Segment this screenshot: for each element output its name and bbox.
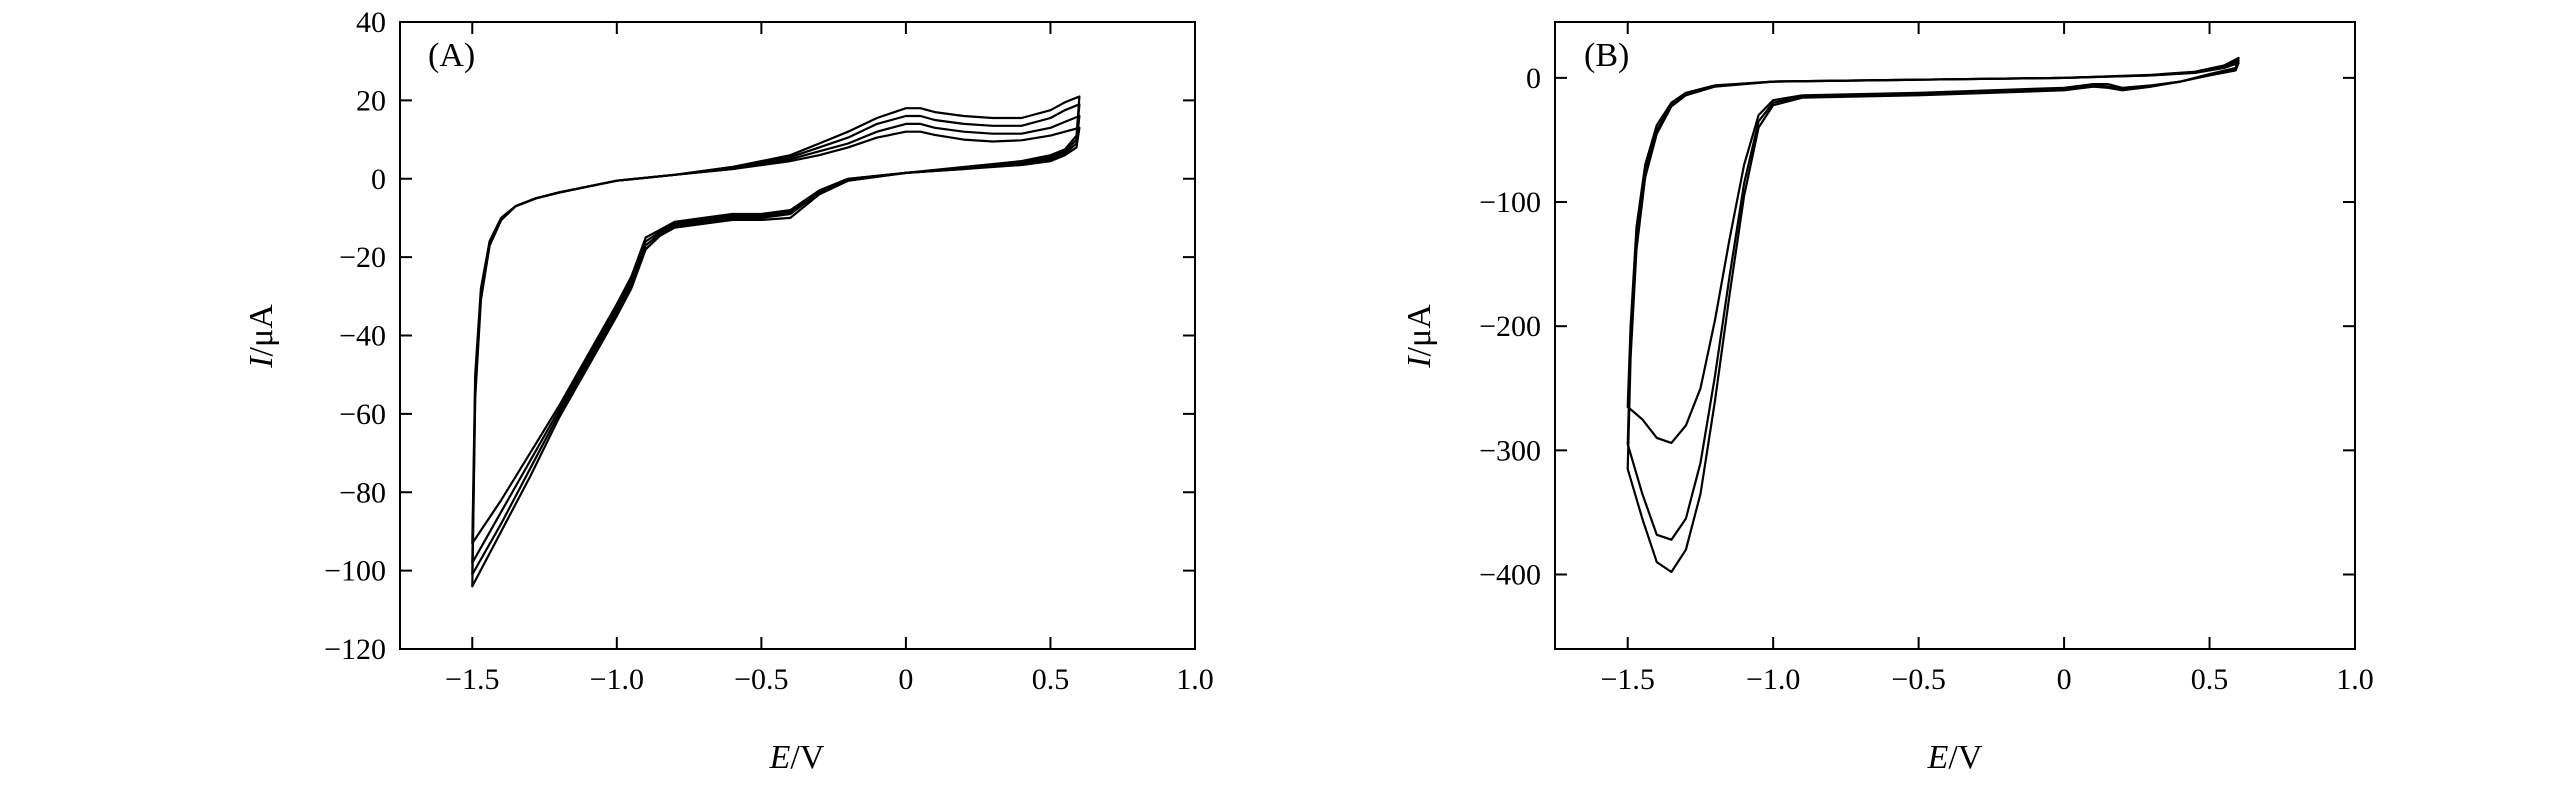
y-axis-label-var-b: I: [1401, 355, 1438, 369]
cv-trace-a-2: [471, 114, 1081, 564]
y-tick-label-a-1: −100: [324, 555, 386, 588]
y-axis-label-a: I/μA: [243, 304, 280, 369]
y-tick-label-a-2: −80: [339, 476, 386, 509]
y-tick-label-a-0: −120: [324, 633, 386, 666]
cv-trace-b-3: [1626, 56, 2240, 574]
y-axis-label-unit-a: /μA: [243, 304, 280, 357]
y-tick-label-b-2: −200: [1479, 310, 1541, 343]
x-tick-label-a-3: 0: [898, 663, 913, 696]
panel-a: (A) −1.5 −1.0 −0.5 0 0.5 1.0 −120 −100 −80 −60 −40…: [243, 6, 1214, 776]
x-tick-label-a-0: −1.5: [445, 663, 499, 696]
axis-ticks-b: −1.5 −1.0 −0.5 0 0.5 1.0 −400 −300 −200 −100 0: [1479, 22, 2374, 696]
cv-trace-a-3: [471, 103, 1081, 576]
x-axis-label-a: E/V: [769, 739, 825, 776]
x-axis-label-unit-a: /V: [790, 739, 824, 776]
x-tick-label-a-1: −1.0: [590, 663, 644, 696]
y-tick-label-a-5: −20: [339, 241, 386, 274]
x-axis-label-var-a: E: [769, 739, 791, 776]
y-axis-label-b: I/μA: [1401, 304, 1438, 369]
x-tick-label-a-2: −0.5: [734, 663, 788, 696]
y-tick-label-a-8: 40: [356, 6, 386, 39]
cv-trace-a-1: [471, 126, 1081, 545]
x-tick-label-b-5: 1.0: [2336, 663, 2374, 696]
plot-frame-a: [399, 21, 1196, 650]
panel-b: (B) −1.5 −1.0 −0.5 0 0.5 1.0 −400 −300 −200 −100 0…: [1401, 21, 2374, 776]
cv-trace-b-1: [1626, 61, 2240, 444]
panel-label-b: (B): [1584, 37, 1629, 74]
y-tick-label-a-6: 0: [371, 163, 386, 196]
y-tick-label-a-3: −60: [339, 398, 386, 431]
y-tick-label-b-3: −100: [1479, 186, 1541, 219]
x-axis-label-unit-b: /V: [1948, 739, 1982, 776]
y-tick-label-a-4: −40: [339, 320, 386, 353]
y-tick-label-b-1: −300: [1479, 434, 1541, 467]
x-tick-label-b-1: −1.0: [1746, 663, 1800, 696]
cv-trace-a-4: [471, 95, 1081, 588]
y-tick-label-b-0: −400: [1479, 559, 1541, 592]
panel-label-a: (A): [428, 37, 475, 74]
plot-frame-b: [1554, 21, 2356, 650]
axis-ticks-a: −1.5 −1.0 −0.5 0 0.5 1.0 −120 −100 −80 −60 −40 −20 0…: [324, 6, 1214, 696]
x-axis-label-b: E/V: [1927, 739, 1983, 776]
x-tick-label-b-2: −0.5: [1891, 663, 1945, 696]
x-tick-label-b-0: −1.5: [1601, 663, 1655, 696]
x-tick-label-b-4: 0.5: [2191, 663, 2229, 696]
x-tick-label-b-3: 0: [2057, 663, 2072, 696]
x-tick-label-a-4: 0.5: [1032, 663, 1070, 696]
x-tick-label-a-5: 1.0: [1176, 663, 1214, 696]
y-axis-label-unit-b: /μA: [1401, 304, 1438, 357]
y-tick-label-b-4: 0: [1526, 62, 1541, 95]
y-tick-label-a-7: 20: [356, 84, 386, 117]
y-axis-label-var-a: I: [243, 355, 280, 369]
traces-a: [471, 95, 1081, 588]
x-axis-label-var-b: E: [1927, 739, 1949, 776]
traces-b: [1626, 56, 2240, 574]
